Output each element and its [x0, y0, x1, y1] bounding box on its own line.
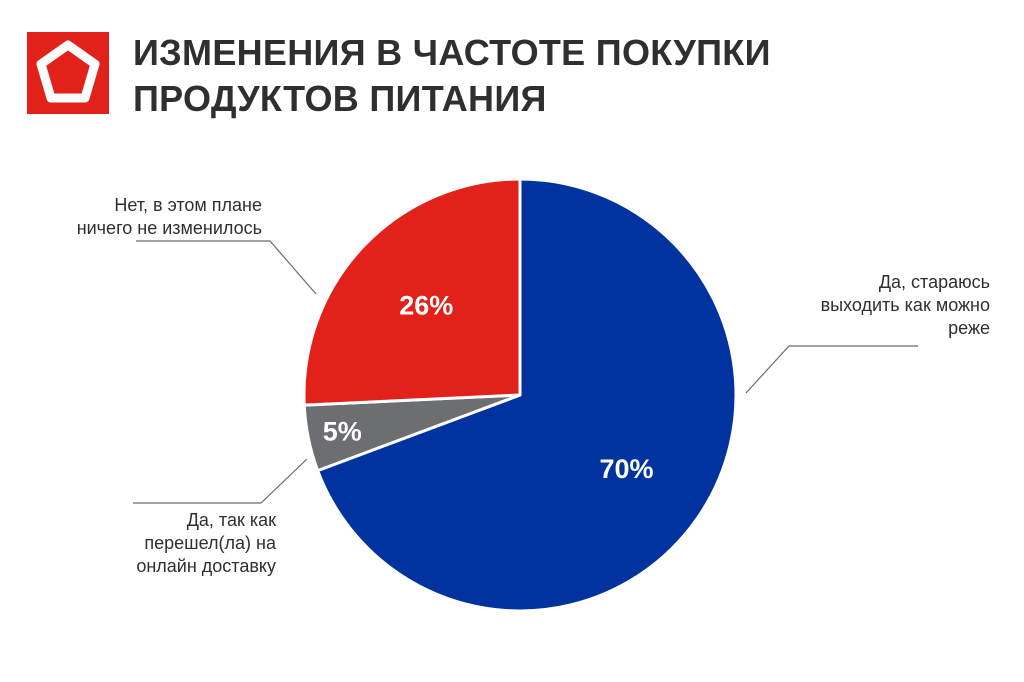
pie-value-label-2: 26% [399, 291, 453, 321]
pentagon-logo-icon [27, 32, 109, 114]
pie-value-label-1: 5% [323, 416, 362, 446]
leader-line-delivery [133, 458, 308, 504]
logo-pentagon [36, 40, 100, 103]
slice-label-go-less: Да, стараюсь выходить как можно реже [820, 272, 990, 338]
page-title: ИЗМЕНЕНИЯ В ЧАСТОТЕ ПОКУПКИ ПРОДУКТОВ ПИ… [133, 30, 771, 122]
pie-slice-2 [302, 177, 522, 407]
pie-value-labels: 70% 5% 26% [323, 291, 654, 484]
leader-lines [133, 240, 918, 504]
slice-label-delivery: Да, так как перешел(ла) на онлайн достав… [136, 510, 276, 576]
pie-slices [302, 177, 738, 613]
slice-label-no-change: Нет, в этом плане ничего не изменилось [76, 195, 262, 238]
title-line-2: ПРОДУКТОВ ПИТАНИЯ [133, 78, 547, 119]
pie-value-label-0: 70% [599, 454, 653, 484]
leader-line-go-less [745, 345, 918, 394]
leader-line-no-change [136, 240, 317, 295]
title-line-1: ИЗМЕНЕНИЯ В ЧАСТОТЕ ПОКУПКИ [133, 32, 771, 73]
pie-slice-0 [316, 177, 738, 613]
